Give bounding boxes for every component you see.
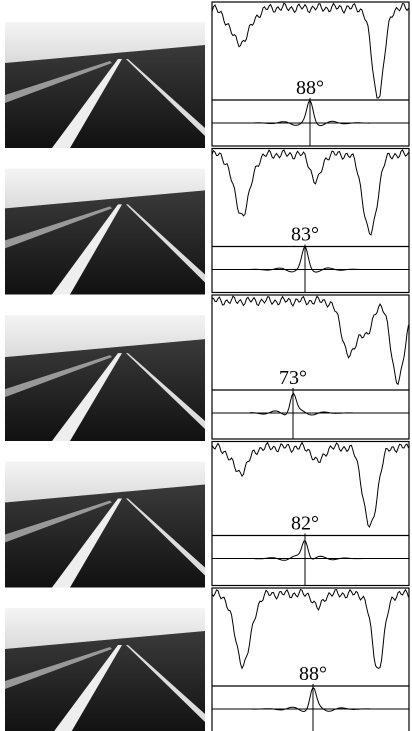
road-image-ground: [5, 45, 205, 148]
plot-frame: [211, 147, 410, 294]
plot-frame: [211, 587, 410, 731]
lane-line: [54, 645, 122, 731]
profile-curve: [211, 148, 409, 236]
correlation-curve: [250, 99, 370, 127]
plot-frame: [211, 440, 410, 587]
profile-curve: [211, 588, 409, 670]
angle-label: 73°: [279, 367, 307, 389]
profile-curve: [212, 295, 409, 386]
angle-label: 83°: [291, 224, 319, 246]
lane-line: [5, 647, 112, 689]
lane-line: [5, 206, 112, 249]
lane-line: [52, 204, 122, 295]
lane-line: [52, 353, 122, 441]
angle-label: 88°: [296, 77, 324, 99]
correlation-curve: [250, 246, 370, 273]
road-image-ground: [5, 631, 205, 731]
lane-line: [52, 498, 122, 588]
plot-frame: [211, 294, 410, 440]
road-image-ground: [5, 339, 205, 441]
correlation-curve: [250, 392, 370, 416]
correlation-curve: [250, 686, 370, 713]
profile-curve: [211, 2, 409, 99]
lane-line: [126, 645, 205, 722]
angle-label: 88°: [299, 663, 327, 685]
lane-line: [5, 355, 112, 398]
road-image-ground: [5, 484, 205, 588]
lane-line: [5, 61, 112, 103]
road-image-ground: [5, 190, 205, 295]
correlation-curve: [250, 540, 370, 561]
angle-label: 82°: [291, 513, 319, 535]
lane-line: [126, 59, 205, 136]
profile-curve: [211, 441, 409, 528]
lane-line: [126, 204, 205, 283]
lane-line: [126, 353, 205, 429]
lane-line: [52, 59, 122, 148]
lane-line: [126, 498, 205, 576]
lane-line: [5, 500, 112, 543]
